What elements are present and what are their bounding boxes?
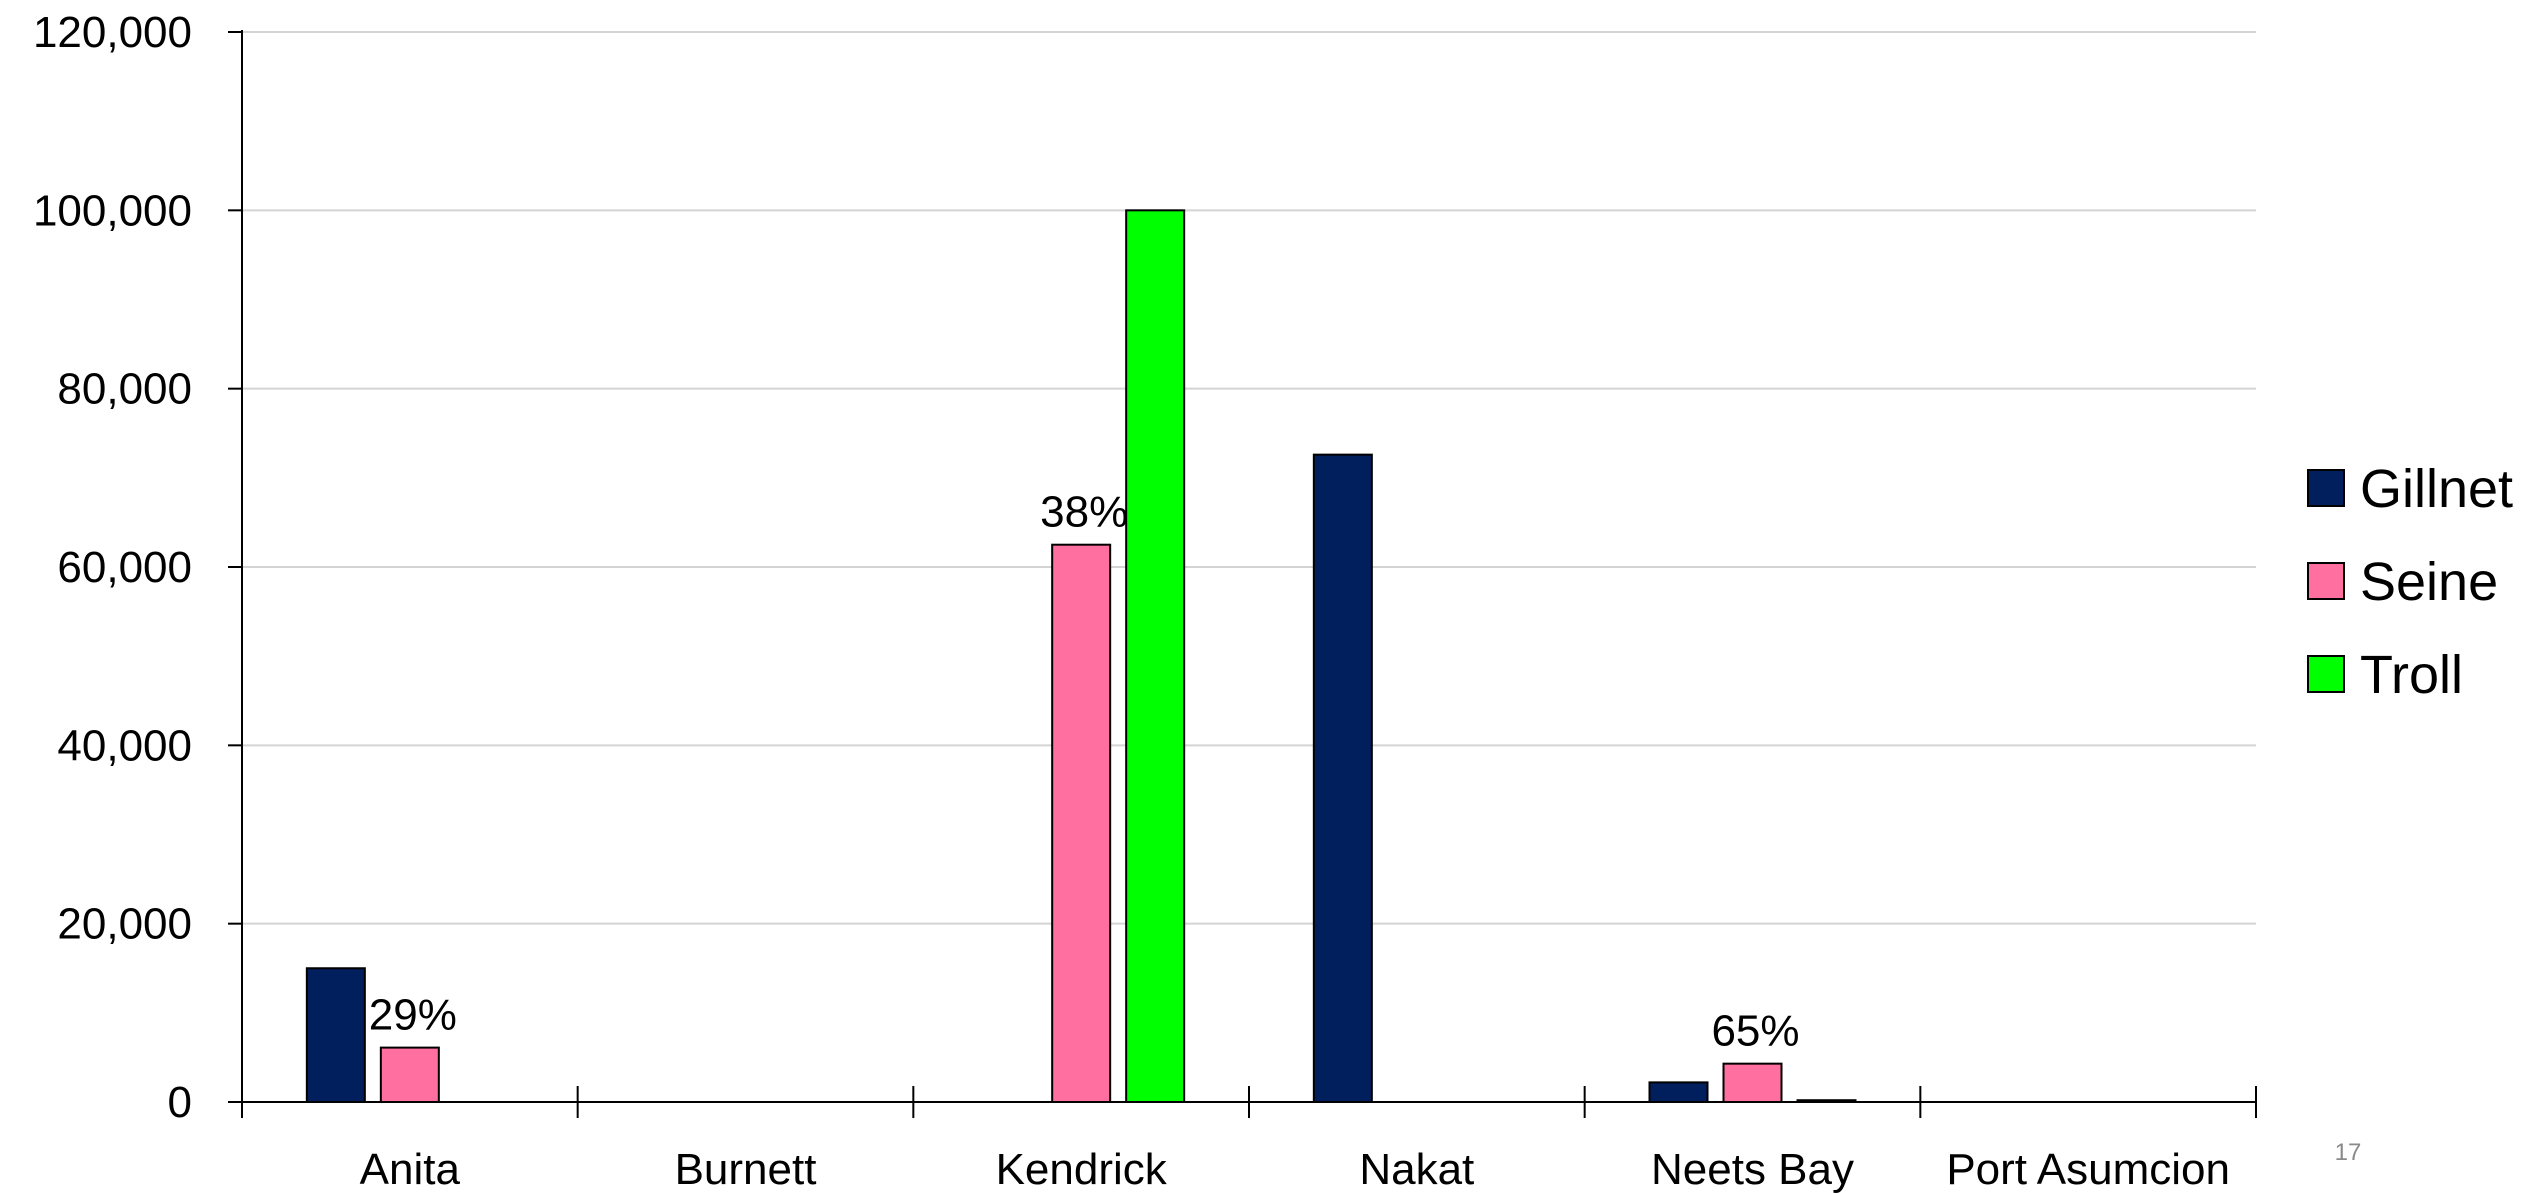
y-tick-label: 20,000: [57, 900, 192, 949]
legend-label: Gillnet: [2360, 459, 2513, 519]
legend-label: Troll: [2360, 645, 2463, 705]
x-category-label: Nakat: [1359, 1145, 1474, 1193]
slide-number: 17: [2335, 1139, 2362, 1166]
y-tick-label: 80,000: [57, 365, 192, 414]
legend-swatch: [2307, 655, 2345, 693]
y-axis: 0 20,000 40,000 60,000 80,000 100,000 120,000: [33, 8, 243, 1127]
data-label: 65%: [1711, 1007, 1799, 1056]
x-category-label: Burnett: [675, 1145, 817, 1193]
legend: Gillnet Seine Troll: [2307, 459, 2513, 705]
x-category-label: Port Asumcion: [1946, 1145, 2230, 1193]
data-label: 29%: [369, 991, 457, 1040]
x-category-label: Neets Bay: [1651, 1145, 1854, 1193]
legend-item: Gillnet: [2307, 459, 2513, 519]
legend-label: Seine: [2360, 552, 2498, 612]
data-label: 38%: [1040, 488, 1128, 537]
bar-seine-anita: [379, 1046, 440, 1103]
legend-swatch: [2307, 469, 2345, 507]
x-category-label: Anita: [360, 1145, 461, 1193]
x-category-label: Kendrick: [996, 1145, 1168, 1193]
bar-troll-kendrick: [1125, 209, 1186, 1104]
legend-item: Seine: [2307, 552, 2498, 612]
bars: [305, 209, 1857, 1104]
gridlines: [242, 31, 2256, 925]
bar-gillnet-neets-bay: [1648, 1081, 1709, 1103]
bar-gillnet-anita: [305, 967, 366, 1103]
bar-seine-neets-bay: [1722, 1062, 1783, 1103]
bar-gillnet-nakat: [1312, 453, 1373, 1103]
y-tick-label: 100,000: [33, 186, 192, 235]
x-axis: Anita Burnett Kendrick Nakat Neets Bay Port A…: [241, 1086, 2257, 1193]
data-labels: 29% 38% 65%: [369, 488, 1800, 1056]
y-tick-label: 60,000: [57, 543, 192, 592]
y-tick-label: 40,000: [57, 721, 192, 770]
legend-swatch: [2307, 562, 2345, 600]
bar-seine-kendrick: [1051, 543, 1112, 1103]
y-tick-label: 0: [168, 1078, 192, 1127]
y-tick-label: 120,000: [33, 8, 192, 57]
legend-item: Troll: [2307, 645, 2463, 705]
